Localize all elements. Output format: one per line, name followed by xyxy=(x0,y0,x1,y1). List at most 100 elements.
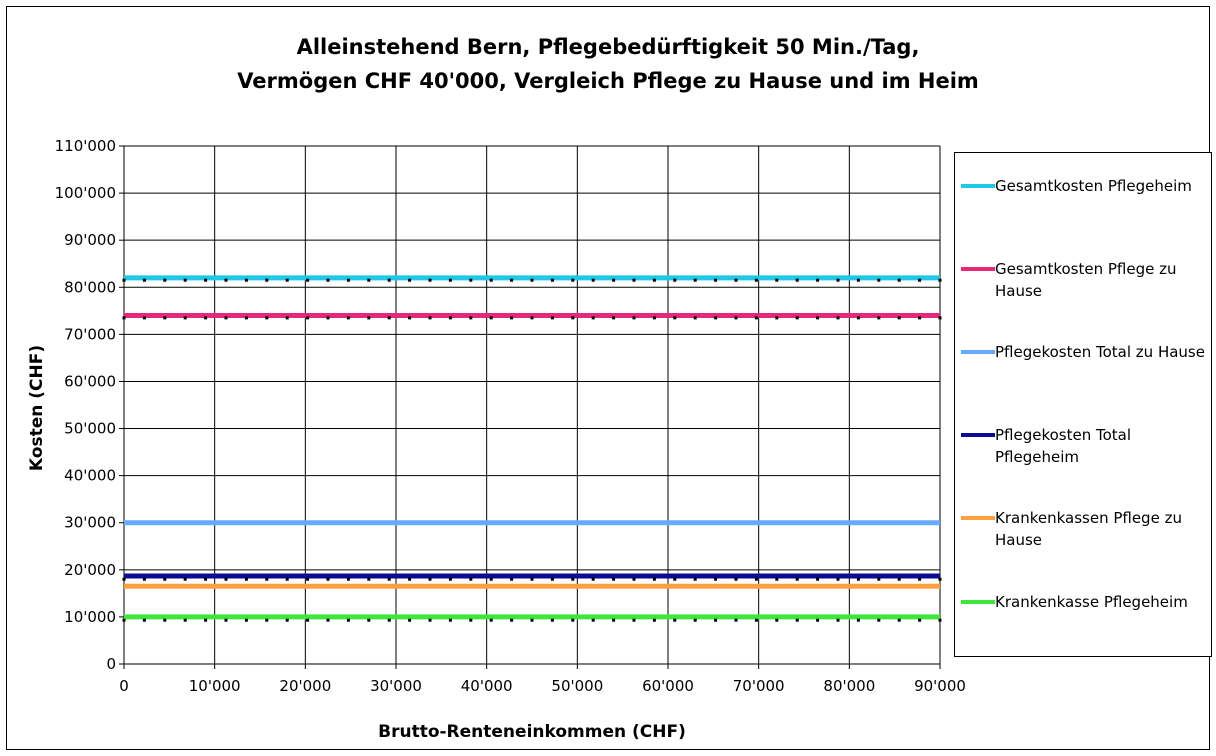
series-marker-1 xyxy=(326,278,330,282)
series-marker-1 xyxy=(754,278,758,282)
series-marker-2 xyxy=(673,316,677,320)
series-marker-1 xyxy=(632,278,636,282)
series-marker-2 xyxy=(285,316,289,320)
series-marker-1 xyxy=(183,278,187,282)
legend-swatch xyxy=(961,184,995,188)
series-marker-2 xyxy=(367,316,371,320)
series-marker-1 xyxy=(918,278,922,282)
series-marker-2 xyxy=(734,316,738,320)
series-marker-2 xyxy=(387,316,391,320)
y-tick-label: 50'000 xyxy=(64,420,116,438)
series-marker-2 xyxy=(652,316,656,320)
series-marker-1 xyxy=(244,278,248,282)
series-marker-6 xyxy=(897,618,901,622)
series-marker-6 xyxy=(530,618,534,622)
series-marker-6 xyxy=(693,618,697,622)
series-marker-4 xyxy=(469,577,473,581)
series-marker-2 xyxy=(938,316,942,320)
series-marker-2 xyxy=(408,316,412,320)
series-marker-4 xyxy=(693,577,697,581)
x-tick-label: 20'000 xyxy=(279,677,331,695)
series-marker-1 xyxy=(142,278,146,282)
series-marker-6 xyxy=(918,618,922,622)
legend-swatch xyxy=(961,600,995,604)
series-marker-1 xyxy=(673,278,677,282)
series-marker-4 xyxy=(918,577,922,581)
series-marker-2 xyxy=(754,316,758,320)
y-tick-label: 0 xyxy=(106,655,116,673)
series-marker-4 xyxy=(163,577,167,581)
y-tick-label: 40'000 xyxy=(64,467,116,485)
series-marker-6 xyxy=(346,618,350,622)
y-axis-label: Kosten (CHF) xyxy=(27,344,47,472)
series-marker-4 xyxy=(224,577,228,581)
series-marker-1 xyxy=(163,278,167,282)
series-marker-1 xyxy=(448,278,452,282)
legend-swatch xyxy=(961,433,995,437)
series-marker-2 xyxy=(244,316,248,320)
series-marker-1 xyxy=(367,278,371,282)
legend-item: Pflegekosten Total zu Hause xyxy=(955,341,1211,391)
series-marker-6 xyxy=(510,618,514,622)
series-marker-2 xyxy=(326,316,330,320)
chart-title: Alleinstehend Bern, Pflegebedürftigkeit … xyxy=(0,30,1216,98)
series-marker-1 xyxy=(877,278,881,282)
legend-label: Gesamtkosten Pflege zu Hause xyxy=(995,260,1177,300)
series-marker-6 xyxy=(591,618,595,622)
series-marker-2 xyxy=(224,316,228,320)
series-marker-2 xyxy=(122,316,126,320)
series-marker-4 xyxy=(285,577,289,581)
series-marker-2 xyxy=(550,316,554,320)
series-marker-4 xyxy=(652,577,656,581)
x-tick-label: 10'000 xyxy=(189,677,241,695)
series-marker-4 xyxy=(510,577,514,581)
series-marker-1 xyxy=(836,278,840,282)
legend-swatch xyxy=(961,267,995,271)
series-marker-2 xyxy=(632,316,636,320)
chart-title-line-1: Alleinstehend Bern, Pflegebedürftigkeit … xyxy=(296,35,920,59)
series-marker-1 xyxy=(775,278,779,282)
series-marker-4 xyxy=(387,577,391,581)
series-marker-2 xyxy=(428,316,432,320)
series-marker-6 xyxy=(183,618,187,622)
x-tick-label: 50'000 xyxy=(551,677,603,695)
series-marker-4 xyxy=(856,577,860,581)
series-marker-1 xyxy=(714,278,718,282)
series-marker-6 xyxy=(489,618,493,622)
series-marker-1 xyxy=(469,278,473,282)
legend-label: Pflegekosten Total Pflegeheim xyxy=(995,426,1132,466)
legend-item: Gesamtkosten Pflegeheim xyxy=(955,175,1211,225)
series-marker-6 xyxy=(122,618,126,622)
series-marker-2 xyxy=(897,316,901,320)
x-tick-label: 40'000 xyxy=(461,677,513,695)
series-marker-4 xyxy=(244,577,248,581)
series-marker-1 xyxy=(652,278,656,282)
series-marker-6 xyxy=(734,618,738,622)
series-marker-6 xyxy=(306,618,310,622)
series-marker-4 xyxy=(530,577,534,581)
y-tick-label: 10'000 xyxy=(64,608,116,626)
x-tick-label: 90'000 xyxy=(914,677,966,695)
series-marker-4 xyxy=(550,577,554,581)
legend-label: Gesamtkosten Pflegeheim xyxy=(995,177,1192,195)
series-marker-6 xyxy=(163,618,167,622)
series-marker-6 xyxy=(448,618,452,622)
series-marker-2 xyxy=(183,316,187,320)
series-marker-2 xyxy=(775,316,779,320)
legend-swatch xyxy=(961,350,995,354)
legend: Gesamtkosten Pflegeheim Gesamtkosten Pfle… xyxy=(954,152,1212,657)
series-marker-6 xyxy=(836,618,840,622)
series-marker-6 xyxy=(469,618,473,622)
series-marker-4 xyxy=(122,577,126,581)
series-marker-6 xyxy=(571,618,575,622)
series-marker-4 xyxy=(816,577,820,581)
series-marker-4 xyxy=(754,577,758,581)
series-marker-4 xyxy=(632,577,636,581)
series-marker-1 xyxy=(428,278,432,282)
series-marker-2 xyxy=(346,316,350,320)
series-marker-1 xyxy=(122,278,126,282)
legend-label: Krankenkassen Pflege zu Hause xyxy=(995,509,1182,549)
series-marker-1 xyxy=(530,278,534,282)
series-marker-4 xyxy=(265,577,269,581)
